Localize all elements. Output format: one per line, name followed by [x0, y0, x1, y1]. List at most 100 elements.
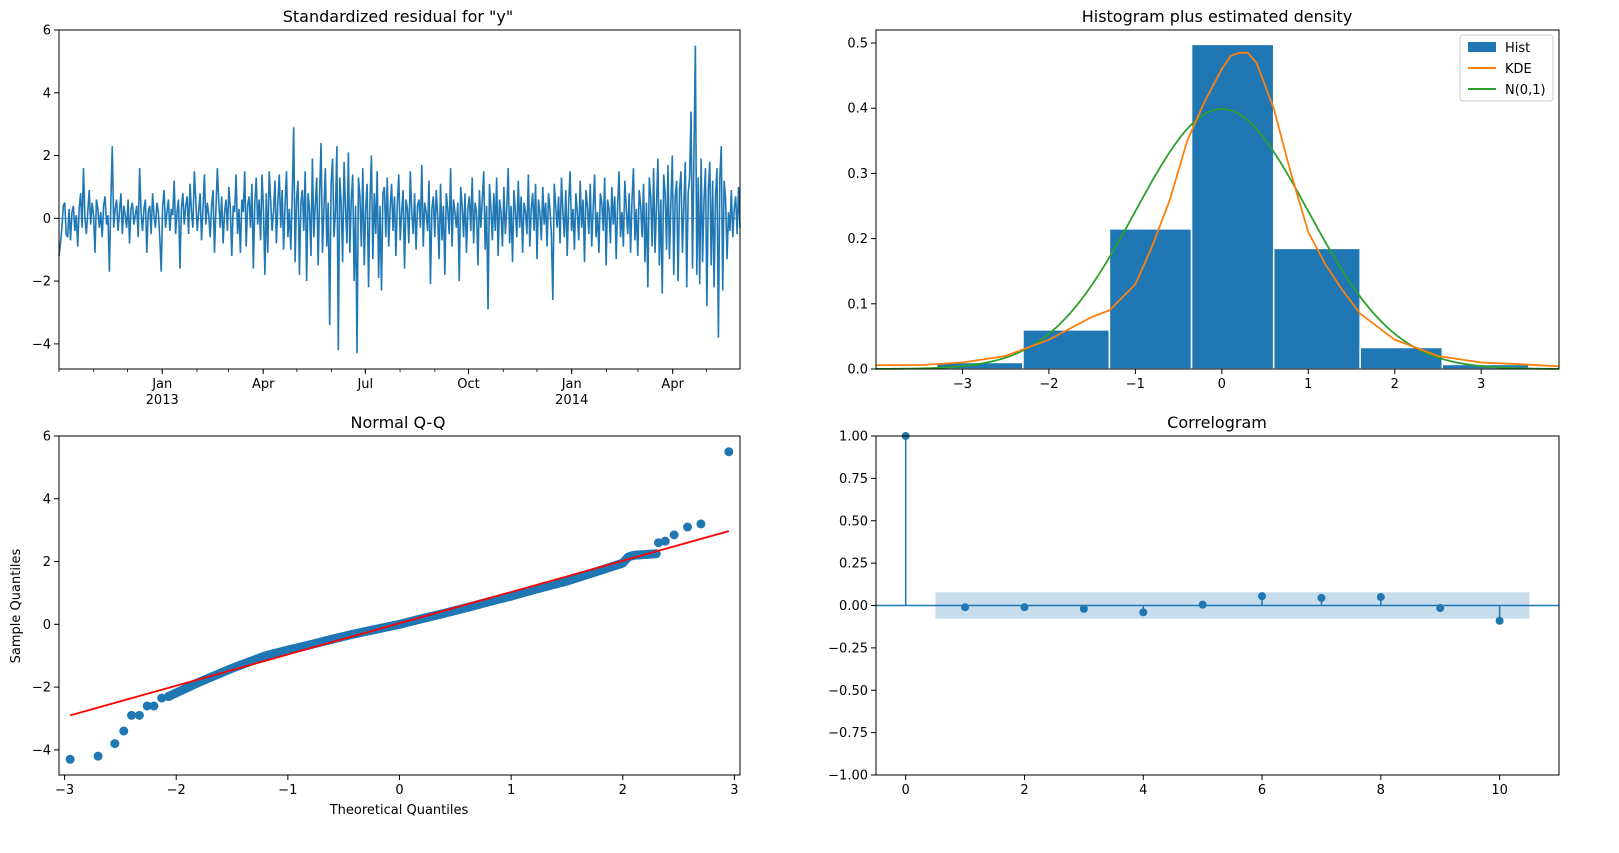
- qq-point: [142, 701, 152, 711]
- correlogram-ytick-label: −0.50: [828, 684, 868, 699]
- qq-xtick-label: −3: [55, 783, 74, 798]
- residual-ytick-label: −4: [32, 337, 51, 352]
- legend-kde-label: KDE: [1505, 62, 1532, 77]
- residual-title: Standardized residual for "y": [283, 7, 513, 26]
- correlogram-ytick-label: 0.75: [839, 472, 868, 487]
- qq-y-axis-title: Sample Quantiles: [9, 548, 24, 663]
- residual-xtick-label: Jan: [561, 377, 582, 392]
- correlogram-xtick-label: 6: [1258, 783, 1266, 798]
- histogram-xtick-label: −2: [1039, 377, 1058, 392]
- qq-xtick-label: 0: [395, 783, 403, 798]
- residual-xtick-year-label: 2013: [146, 393, 179, 408]
- qq-point: [149, 701, 159, 711]
- qq-ytick-label: 4: [43, 492, 51, 507]
- correlogram-ytick-label: −1.00: [828, 769, 868, 784]
- qq-point: [65, 754, 75, 764]
- correlogram-ytick-label: 1.00: [839, 430, 868, 445]
- residual-xtick-year-label: 2014: [555, 393, 588, 408]
- acf-marker: [1436, 604, 1445, 613]
- correlogram-ytick-label: −0.75: [828, 726, 868, 741]
- correlogram-ytick-label: −0.25: [828, 641, 868, 656]
- histogram-xtick-label: 1: [1304, 377, 1312, 392]
- qq-point: [683, 522, 693, 532]
- correlogram-xtick-label: 2: [1020, 783, 1028, 798]
- residual-xtick-label: Jan: [151, 377, 172, 392]
- qq-point: [119, 726, 129, 736]
- acf-marker: [1139, 608, 1148, 617]
- histogram-title: Histogram plus estimated density: [1082, 7, 1353, 26]
- residual-xtick-label: Apr: [661, 377, 684, 392]
- correlogram-plot-frame: [875, 435, 1560, 776]
- residual-ytick-label: 0: [43, 212, 51, 227]
- histogram-panel: Histogram plus estimated density 0.0 0.1 0…: [847, 7, 1560, 392]
- qq-point: [134, 710, 144, 720]
- kde-density-line: [876, 51, 1560, 368]
- residual-xtick-label: Jul: [356, 377, 373, 392]
- qq-ytick-label: 2: [43, 555, 51, 570]
- qq-xtick-label: 2: [619, 783, 627, 798]
- histogram-xtick-label: 3: [1477, 377, 1485, 392]
- correlogram-xtick-label: 4: [1139, 783, 1147, 798]
- histogram-ytick-label: 0.1: [847, 297, 868, 312]
- qq-point: [157, 693, 167, 703]
- residual-series-line: [58, 45, 741, 354]
- histogram-xtick-label: 2: [1391, 377, 1399, 392]
- qq-point: [110, 739, 120, 749]
- correlogram-ytick-label: 0.25: [839, 557, 868, 572]
- histogram-ytick-label: 0.3: [847, 167, 868, 182]
- correlogram-xtick-label: 0: [902, 783, 910, 798]
- qq-point: [127, 710, 137, 720]
- histogram-bar: [1359, 346, 1444, 370]
- legend-hist-label: Hist: [1505, 41, 1530, 56]
- acf-marker: [1376, 593, 1385, 602]
- histogram-xtick-label: −3: [953, 377, 972, 392]
- correlogram-ytick-label: 0.00: [839, 599, 868, 614]
- legend-hist-swatch: [1468, 42, 1496, 52]
- qq-xtick-label: 3: [730, 783, 738, 798]
- qq-reference-line: [69, 530, 730, 717]
- qq-point: [660, 536, 670, 546]
- qq-panel: Normal Q-Q −4 −2 0 2 4 6 −3 −2 −1 0 1 2 3 Theoretic…: [9, 413, 741, 818]
- histogram-xtick-label: 0: [1218, 377, 1226, 392]
- qq-ytick-label: −4: [32, 743, 51, 758]
- qq-ytick-label: 0: [43, 618, 51, 633]
- correlogram-ytick-label: 0.50: [839, 514, 868, 529]
- qq-point: [696, 519, 706, 529]
- histogram-bar: [1022, 329, 1111, 370]
- histogram-xtick-label: −1: [1126, 377, 1145, 392]
- qq-plot-frame: [58, 435, 741, 776]
- residual-plot-frame: [58, 29, 741, 370]
- qq-xtick-label: −2: [167, 783, 186, 798]
- qq-point: [93, 751, 103, 761]
- histogram-ytick-label: 0.0: [847, 363, 868, 378]
- histogram-ytick-label: 0.2: [847, 232, 868, 247]
- qq-point: [724, 447, 734, 457]
- histogram-bar: [1272, 247, 1361, 370]
- histogram-ytick-label: 0.5: [847, 37, 868, 52]
- qq-title: Normal Q-Q: [351, 413, 446, 432]
- acf-marker: [1258, 592, 1267, 601]
- residual-panel: Standardized residual for "y" −4 −2 0 2 4 6 J…: [32, 7, 741, 408]
- histogram-plot-frame: [875, 29, 1560, 370]
- residual-ytick-label: 4: [43, 86, 51, 101]
- qq-point: [669, 530, 679, 540]
- qq-xtick-label: 1: [507, 783, 515, 798]
- correlogram-panel: Correlogram −1.00 −0.75 −0.50 −0.25 0.00 0.25…: [828, 413, 1560, 798]
- acf-marker: [1020, 603, 1029, 612]
- acf-marker: [1495, 616, 1504, 625]
- histogram-legend: Hist KDE N(0,1): [1459, 34, 1554, 102]
- qq-point: [654, 538, 664, 548]
- qq-ytick-label: −2: [32, 681, 51, 696]
- acf-marker: [961, 603, 970, 612]
- acf-marker: [1079, 604, 1088, 613]
- histogram-ytick-label: 0.4: [847, 102, 868, 117]
- residual-xtick-label: Apr: [252, 377, 275, 392]
- qq-ytick-label: 6: [43, 430, 51, 445]
- qq-xtick-label: −1: [278, 783, 297, 798]
- acf-marker: [1198, 600, 1207, 609]
- correlogram-title: Correlogram: [1167, 413, 1267, 432]
- normal-density-line: [875, 108, 1560, 370]
- correlogram-xtick-label: 10: [1491, 783, 1508, 798]
- acf-marker: [1317, 593, 1326, 602]
